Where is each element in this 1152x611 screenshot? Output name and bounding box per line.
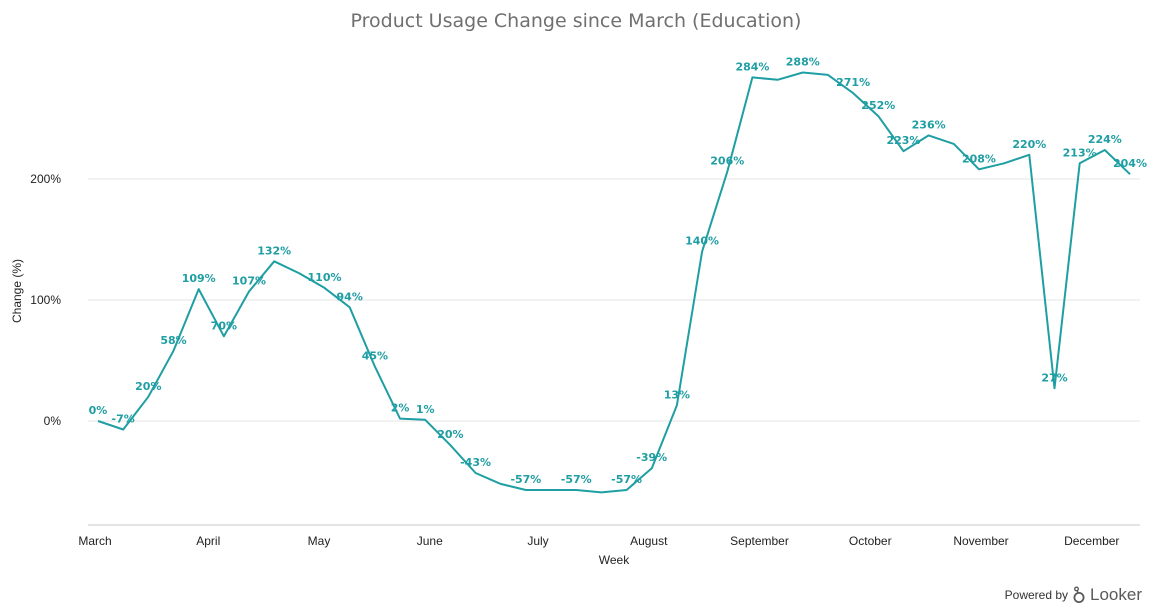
gridlines — [88, 178, 1140, 422]
data-label: 109% — [182, 272, 216, 285]
x-tick-label: May — [308, 534, 331, 548]
data-label: -57% — [611, 473, 642, 486]
x-tick-label: October — [849, 534, 892, 548]
data-label: 132% — [257, 244, 291, 257]
data-label: 252% — [861, 99, 895, 112]
data-label: 140% — [685, 235, 719, 248]
y-axis-ticks: 0% 100% 200% — [30, 172, 61, 428]
data-label: 284% — [735, 60, 769, 73]
data-labels: 0% -7% 20% 58% 109% 70% 107% 132% 110% 94% 45% 2% 1%… — [89, 56, 1147, 486]
data-label: 208% — [962, 152, 996, 165]
x-tick-label: November — [953, 534, 1008, 548]
data-label: 204% — [1113, 157, 1147, 170]
data-label: -57% — [561, 473, 592, 486]
data-label: 271% — [836, 76, 870, 89]
series-line — [97, 71, 1131, 494]
y-tick-label: 0% — [44, 414, 62, 428]
x-tick-label: July — [527, 534, 548, 548]
x-tick-label: December — [1064, 534, 1119, 548]
chart-title: Product Usage Change since March (Educat… — [351, 10, 802, 32]
data-label: 206% — [710, 155, 744, 168]
data-label: 20% — [135, 380, 161, 393]
data-label: 110% — [308, 271, 342, 284]
x-tick-label: June — [417, 534, 443, 548]
series-usage-change — [97, 71, 1131, 494]
looker-logo-icon — [1073, 586, 1085, 603]
data-label: 220% — [1012, 138, 1046, 151]
data-label: 45% — [362, 350, 388, 363]
data-label: 213% — [1063, 146, 1097, 159]
data-label: 27% — [1041, 371, 1067, 384]
data-label: -43% — [460, 456, 491, 469]
y-axis-label: Change (%) — [10, 259, 24, 323]
data-label: 94% — [337, 290, 363, 303]
data-label: -39% — [636, 451, 667, 464]
data-label: 288% — [786, 56, 820, 69]
data-label: 2% — [391, 402, 410, 415]
x-tick-label: April — [196, 534, 220, 548]
data-label: 107% — [232, 275, 266, 288]
data-label: -57% — [510, 473, 541, 486]
y-tick-label: 200% — [30, 172, 61, 186]
y-tick-label: 100% — [30, 293, 61, 307]
x-tick-label: August — [630, 534, 668, 548]
data-label: 1% — [416, 403, 435, 416]
data-label: 58% — [160, 334, 186, 347]
x-axis-label: Week — [599, 553, 630, 567]
looker-brand-text: Looker — [1090, 585, 1142, 604]
data-label: 224% — [1088, 133, 1122, 146]
data-label: 236% — [912, 118, 946, 131]
data-label: 20% — [437, 428, 463, 441]
data-label: 0% — [89, 404, 108, 417]
data-label: 70% — [211, 319, 237, 332]
powered-by-footer: Powered by Looker — [1005, 585, 1142, 605]
data-label: -7% — [112, 412, 135, 425]
data-label: 13% — [664, 388, 690, 401]
data-label: 223% — [886, 134, 920, 147]
x-tick-label: March — [78, 534, 111, 548]
powered-by-text: Powered by — [1004, 588, 1069, 602]
x-axis-ticks: March April May June July August September Octo… — [78, 534, 1119, 548]
x-tick-label: September — [730, 534, 789, 548]
